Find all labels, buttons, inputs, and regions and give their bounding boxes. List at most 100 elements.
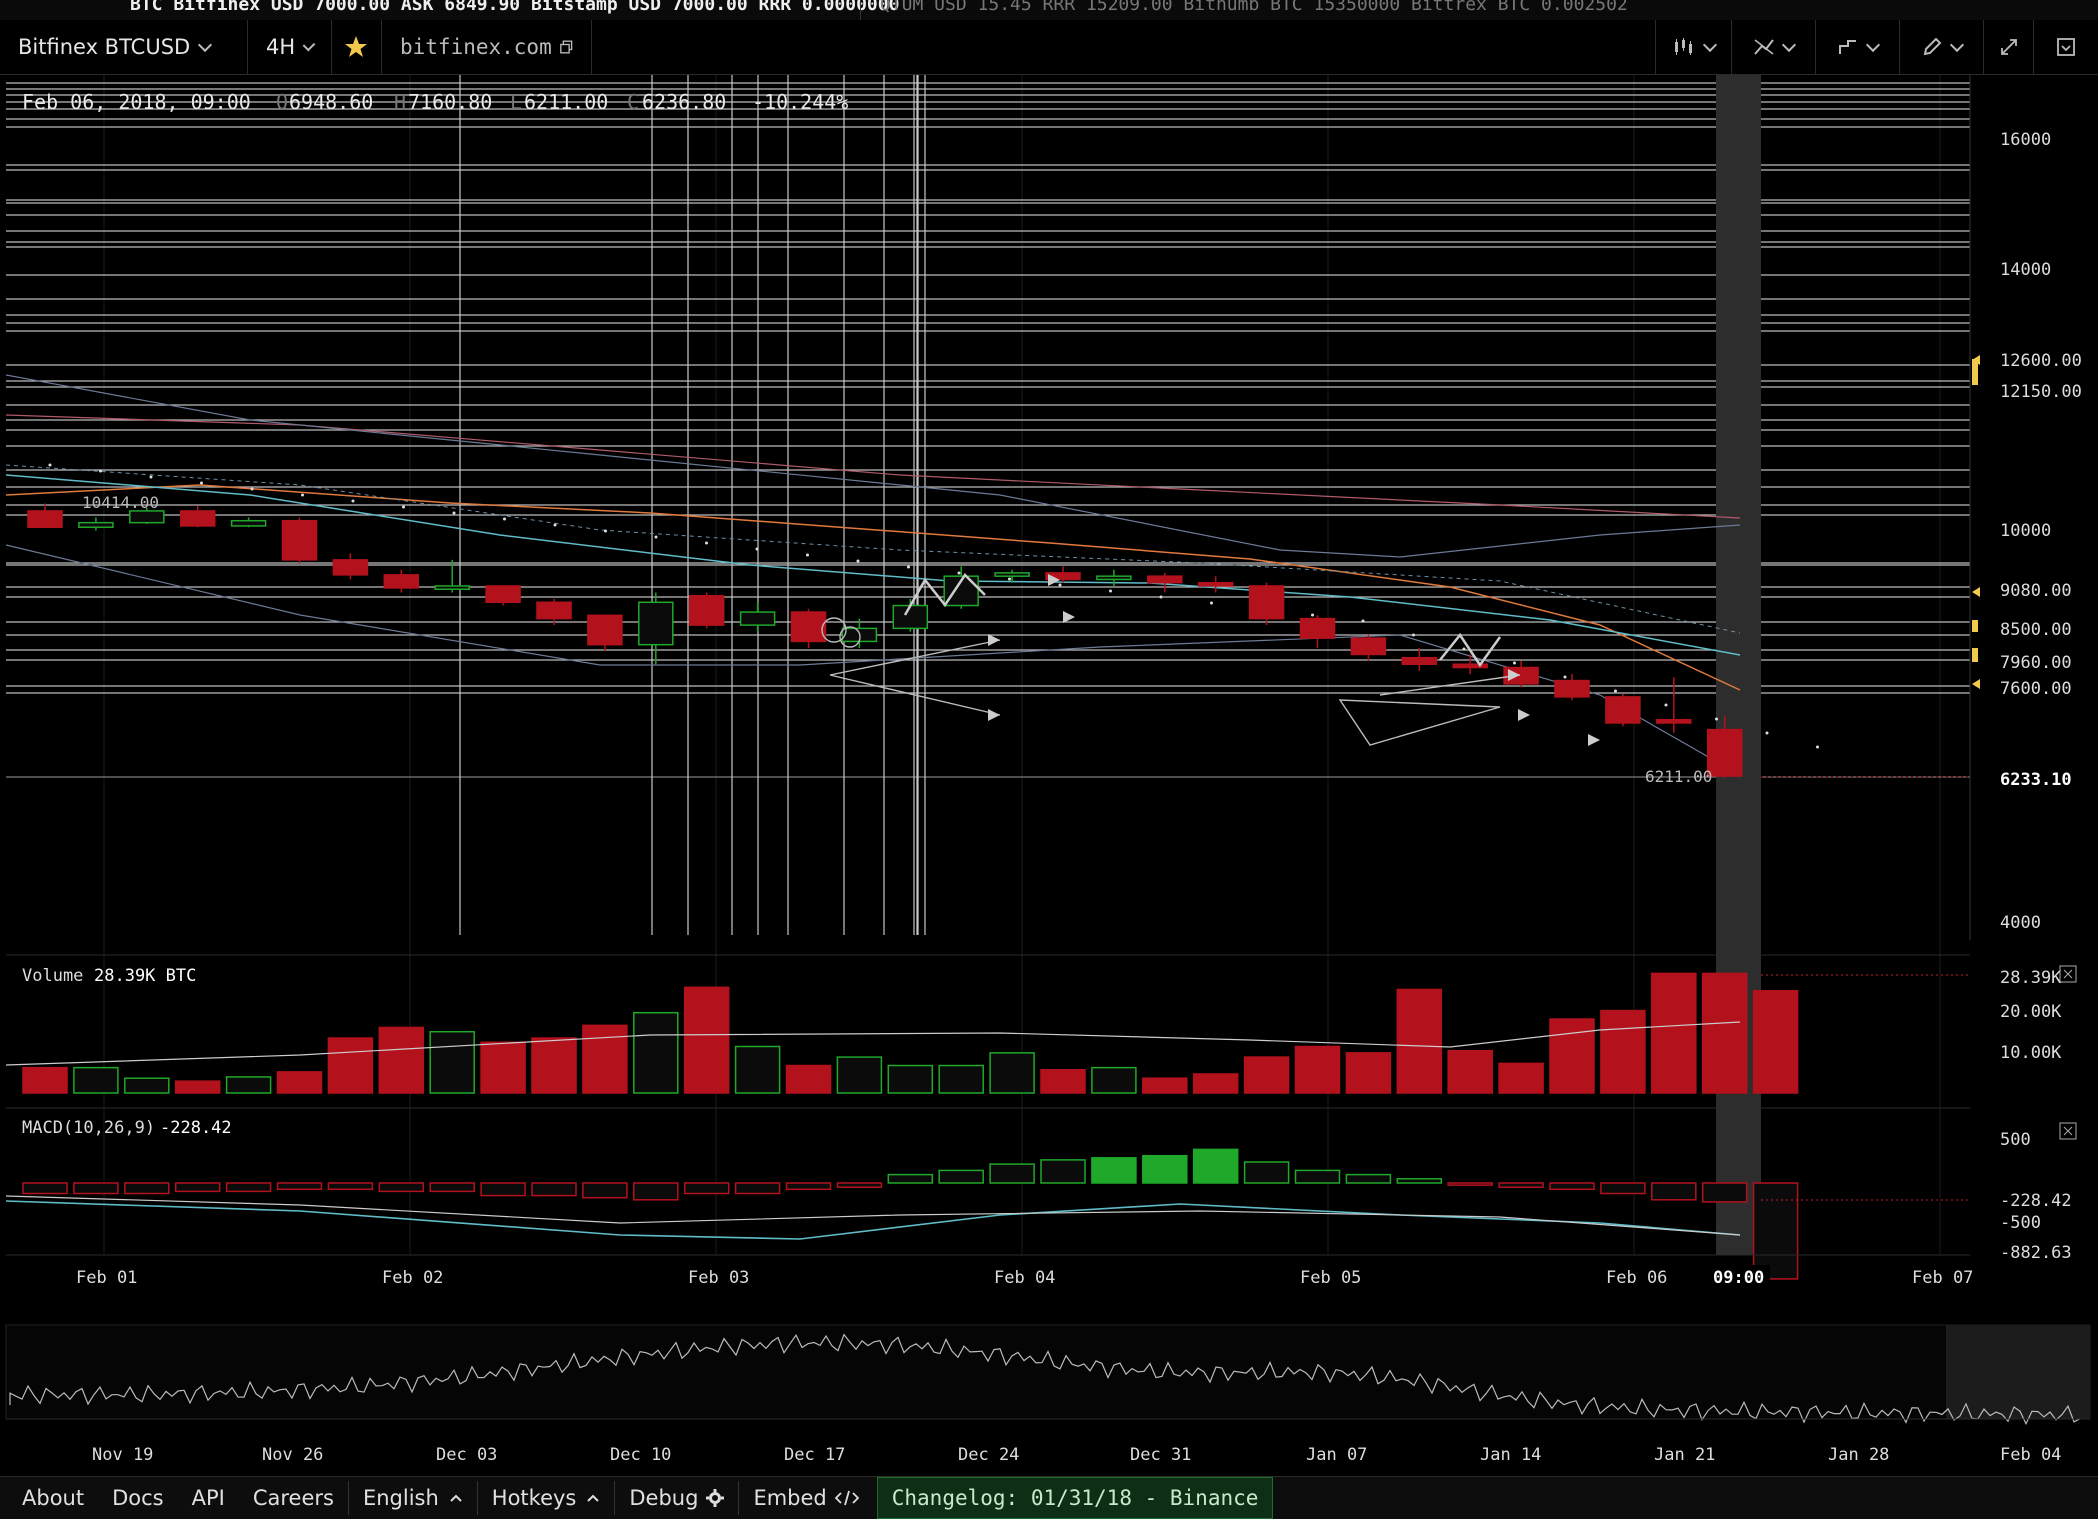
macd-signal-line <box>5 1195 1741 1236</box>
volume-value: 28.39K BTC <box>94 966 196 986</box>
candle-body <box>892 604 929 630</box>
site-link[interactable]: bitfinex.com <box>382 20 592 74</box>
price-axis[interactable]: 16000 14000 10000 4000 12600.00 12150.00… <box>1969 75 2096 940</box>
embed-label: Embed <box>753 1486 827 1510</box>
macd-tick: 500 <box>2000 1130 2031 1150</box>
macd-histogram-bar <box>327 1182 374 1191</box>
candle-body <box>994 572 1030 577</box>
volume-bar <box>836 1056 883 1094</box>
time-axis[interactable]: Feb 01 Feb 02 Feb 03 Feb 04 Feb 05 Feb 0… <box>6 1254 1973 1291</box>
volume-bar <box>276 1071 323 1094</box>
navigator-date-label: Dec 31 <box>1130 1445 1191 1465</box>
candle-body <box>383 574 420 589</box>
docs-link[interactable]: Docs <box>112 1486 164 1510</box>
language-selector[interactable]: English <box>349 1477 477 1519</box>
pencil-icon <box>1923 37 1941 56</box>
drawing-tools-button[interactable] <box>1815 20 1899 74</box>
signal-ma-line <box>5 464 1741 634</box>
drawing-line-icon <box>1838 40 1856 54</box>
volume-bar <box>1294 1045 1341 1094</box>
ticker-strip: BTC Bitfinex USD 7000.00 ASK 6849.90 Bit… <box>0 0 2098 21</box>
api-link[interactable]: API <box>191 1486 225 1510</box>
macd-close-button[interactable] <box>2059 1122 2077 1140</box>
volume-bar <box>1498 1062 1544 1094</box>
volume-bar <box>1600 1009 1646 1094</box>
candle-body <box>27 510 63 528</box>
macd-histogram-bar <box>1345 1173 1392 1184</box>
alert-markers[interactable] <box>1972 355 1980 689</box>
gear-icon <box>706 1489 725 1507</box>
chevron-down-icon <box>1865 37 1880 52</box>
volume-ma-line <box>5 1021 1741 1066</box>
navigator-window[interactable] <box>1946 1325 2090 1419</box>
star-icon <box>345 36 367 57</box>
symbol-selector[interactable]: Bitfinex BTCUSD <box>0 20 248 74</box>
navigator-date-label: Dec 17 <box>784 1445 845 1465</box>
psar-dot <box>1563 675 1567 679</box>
volume-close-button[interactable] <box>2059 965 2077 983</box>
macd-histogram-bar <box>836 1182 883 1188</box>
fullscreen-button[interactable] <box>1983 20 2033 74</box>
macd-histogram-bar <box>1651 1182 1697 1201</box>
navigator[interactable]: Nov 19 Nov 26 Dec 03 Dec 10 Dec 17 Dec 24 Dec … <box>5 1324 2091 1465</box>
candles-icon <box>1674 38 1692 55</box>
symbol-label: Bitfinex BTCUSD <box>18 35 191 59</box>
candle-body <box>281 519 318 561</box>
volume-bar <box>378 1026 425 1094</box>
volume-bar <box>1701 972 1748 1094</box>
volume-bar <box>1752 989 1799 1094</box>
indicators-button[interactable] <box>1731 20 1815 74</box>
volume-bar <box>1396 988 1443 1094</box>
volume-bar <box>938 1064 984 1094</box>
careers-link[interactable]: Careers <box>252 1486 334 1510</box>
chevron-down-icon <box>1949 37 1964 52</box>
favorite-button[interactable] <box>332 20 382 74</box>
price-chart[interactable]: Feb 06, 2018, 09:00 O 6948.60 H 7160.80 … <box>0 75 2098 1475</box>
macd-histogram-bar <box>1294 1169 1341 1184</box>
macd-histogram-bar <box>1498 1182 1544 1188</box>
time-label: Feb 01 <box>76 1268 137 1288</box>
candle-body <box>1554 679 1590 698</box>
psar-dot <box>806 553 809 557</box>
debug-label: Debug <box>629 1486 699 1510</box>
volume-bar <box>683 986 730 1094</box>
macd-histogram-bar <box>378 1182 425 1193</box>
about-link[interactable]: About <box>22 1486 85 1510</box>
psar-dot <box>1159 595 1163 599</box>
debug-button[interactable]: Debug <box>615 1477 738 1519</box>
volume-bar <box>429 1030 475 1094</box>
volume-bar <box>1243 1056 1290 1094</box>
candle-body <box>1248 585 1285 620</box>
psar-dot <box>1664 703 1668 707</box>
volume-bar <box>734 1045 781 1094</box>
volume-bar <box>1549 1018 1595 1094</box>
psar-dot <box>705 541 708 545</box>
footer-bar: About Docs API Careers English Hotkeys D… <box>0 1476 2098 1519</box>
arrow-head <box>988 709 1000 721</box>
chevron-down-icon <box>302 38 316 51</box>
embed-button[interactable]: Embed <box>739 1477 872 1519</box>
ticker-right[interactable]: QTUM USD 15.45 RRR 15209.00 Bithumb BTC … <box>880 0 1628 15</box>
candle-body <box>1605 696 1641 724</box>
changelog-link[interactable]: Changelog: 01/31/18 - Binance <box>876 1477 1274 1519</box>
candle-type-button[interactable] <box>1655 20 1731 74</box>
chevron-down-icon <box>1781 37 1796 52</box>
price-tick: 16000 <box>2000 130 2051 150</box>
navigator-date-label: Jan 28 <box>1828 1445 1889 1465</box>
arrow-head <box>1588 734 1600 746</box>
candle-body <box>78 521 114 528</box>
macd-line <box>5 1200 1741 1240</box>
macd-title: MACD(10,26,9) <box>22 1118 155 1138</box>
time-label: Feb 06 <box>1606 1268 1667 1288</box>
draw-button[interactable] <box>1899 20 1983 74</box>
macd-histogram-bar <box>1447 1182 1493 1186</box>
time-label: Feb 04 <box>994 1268 1055 1288</box>
ticker-left[interactable]: BTC Bitfinex USD 7000.00 ASK 6849.90 Bit… <box>130 0 900 15</box>
interval-selector[interactable]: 4H <box>248 20 332 74</box>
macd-tick: -500 <box>2000 1213 2041 1233</box>
price-level-label: 7600.00 <box>2000 679 2072 699</box>
volume-tick: 28.39K <box>2000 968 2062 988</box>
screenshot-button[interactable] <box>2033 20 2098 74</box>
volume-bar <box>633 1011 679 1094</box>
hotkeys-menu[interactable]: Hotkeys <box>478 1477 615 1519</box>
